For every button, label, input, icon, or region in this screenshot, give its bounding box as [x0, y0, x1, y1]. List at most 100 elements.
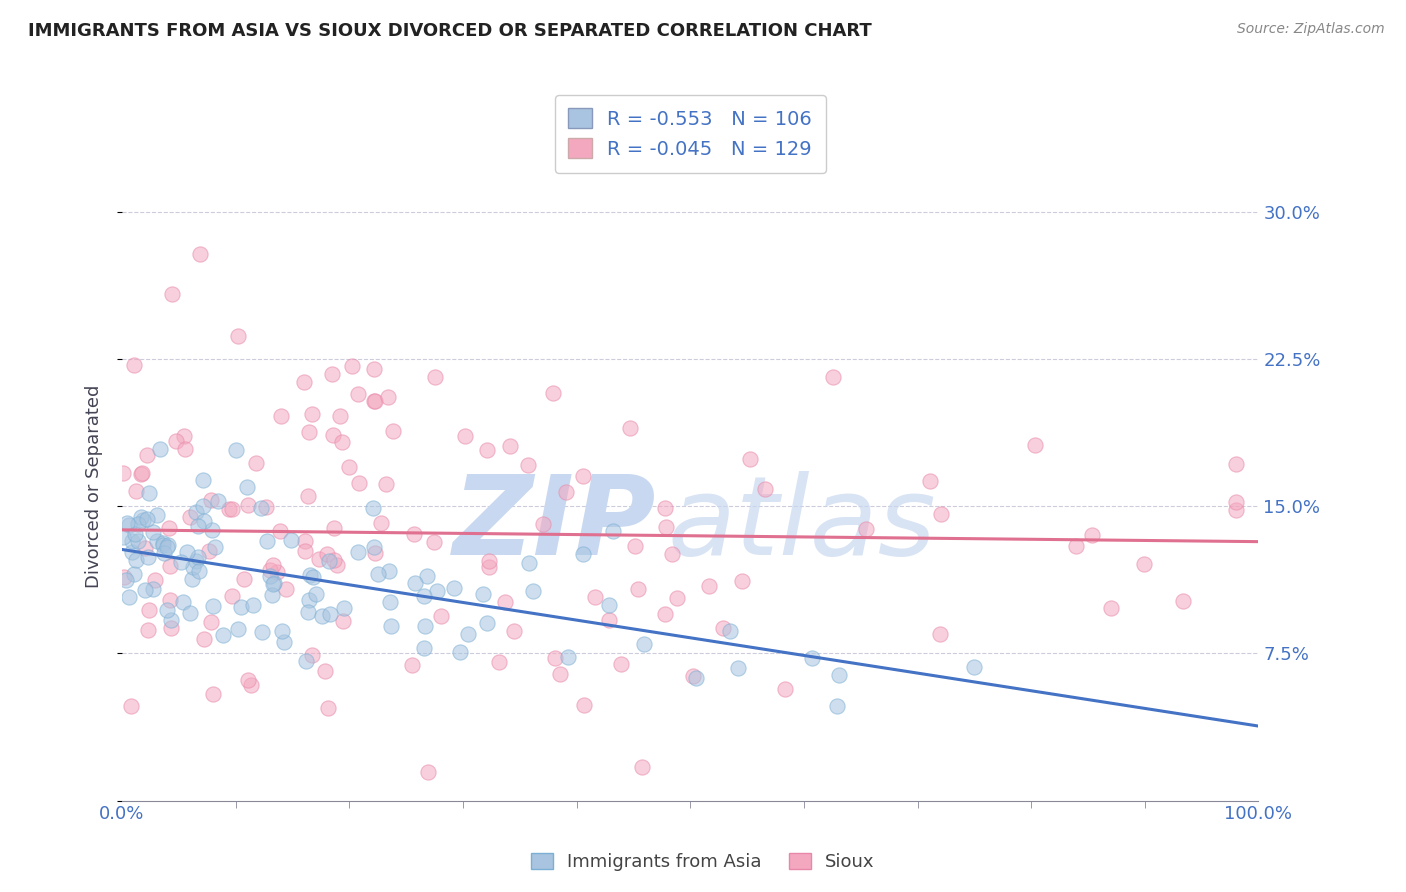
Point: [333, 601, 356, 615]
Point: [187, 519, 209, 533]
Point: [321, 368, 343, 382]
Point: [239, 678, 262, 692]
Point: [170, 555, 193, 569]
Point: [294, 654, 316, 668]
Point: [135, 448, 157, 462]
Y-axis label: Divorced or Separated: Divorced or Separated: [86, 385, 103, 589]
Point: [211, 627, 233, 641]
Point: [654, 500, 676, 515]
Point: [828, 668, 851, 682]
Point: [404, 576, 426, 591]
Point: [380, 619, 402, 633]
Point: [114, 570, 136, 584]
Point: [229, 600, 252, 615]
Point: [153, 546, 176, 560]
Point: [262, 588, 284, 602]
Point: [610, 657, 633, 671]
Point: [304, 587, 326, 601]
Point: [499, 439, 522, 453]
Point: [292, 375, 315, 389]
Point: [488, 655, 510, 669]
Point: [266, 565, 288, 579]
Point: [308, 552, 330, 566]
Point: [318, 607, 340, 622]
Point: [250, 501, 273, 516]
Point: [125, 553, 148, 567]
Point: [152, 538, 174, 552]
Point: [363, 540, 385, 554]
Legend: R = -0.553   N = 106, R = -0.045   N = 129: R = -0.553 N = 106, R = -0.045 N = 129: [555, 95, 825, 173]
Point: [555, 485, 578, 500]
Point: [316, 547, 339, 561]
Point: [112, 466, 135, 480]
Point: [263, 576, 285, 591]
Point: [250, 624, 273, 639]
Point: [186, 554, 208, 568]
Point: [256, 534, 278, 549]
Point: [297, 605, 319, 619]
Point: [259, 568, 281, 582]
Point: [145, 533, 167, 548]
Point: [298, 593, 321, 607]
Point: [186, 505, 208, 519]
Point: [152, 536, 174, 550]
Point: [627, 582, 650, 597]
Point: [363, 394, 385, 409]
Point: [271, 624, 294, 639]
Point: [548, 666, 571, 681]
Point: [191, 499, 214, 513]
Point: [1225, 494, 1247, 508]
Text: IMMIGRANTS FROM ASIA VS SIOUX DIVORCED OR SEPARATED CORRELATION CHART: IMMIGRANTS FROM ASIA VS SIOUX DIVORCED O…: [28, 22, 872, 40]
Point: [125, 484, 148, 499]
Point: [517, 556, 540, 570]
Point: [301, 407, 323, 421]
Point: [316, 701, 339, 715]
Point: [121, 534, 143, 549]
Point: [136, 549, 159, 564]
Point: [115, 574, 138, 588]
Point: [225, 442, 247, 457]
Point: [1171, 593, 1194, 607]
Point: [494, 595, 516, 609]
Point: [134, 541, 156, 556]
Point: [302, 569, 325, 583]
Point: [326, 558, 349, 572]
Point: [619, 421, 641, 435]
Point: [201, 599, 224, 613]
Point: [718, 624, 741, 638]
Point: [245, 456, 267, 470]
Point: [697, 579, 720, 593]
Point: [188, 564, 211, 578]
Point: [159, 621, 181, 635]
Point: [160, 613, 183, 627]
Point: [200, 493, 222, 508]
Point: [598, 598, 620, 612]
Point: [323, 521, 346, 535]
Point: [159, 593, 181, 607]
Point: [426, 583, 449, 598]
Point: [630, 760, 652, 774]
Text: Source: ZipAtlas.com: Source: ZipAtlas.com: [1237, 22, 1385, 37]
Point: [176, 544, 198, 558]
Point: [221, 501, 243, 516]
Point: [416, 569, 439, 583]
Point: [236, 673, 259, 688]
Point: [242, 598, 264, 612]
Point: [401, 658, 423, 673]
Point: [122, 359, 145, 373]
Point: [478, 554, 501, 568]
Point: [517, 458, 540, 473]
Point: [1080, 527, 1102, 541]
Point: [124, 567, 146, 582]
Point: [280, 533, 302, 547]
Point: [294, 534, 316, 549]
Point: [301, 648, 323, 662]
Point: [136, 512, 159, 526]
Point: [323, 553, 346, 567]
Point: [602, 524, 624, 539]
Point: [430, 609, 453, 624]
Point: [120, 699, 142, 714]
Point: [800, 651, 823, 665]
Point: [457, 627, 479, 641]
Point: [477, 616, 499, 631]
